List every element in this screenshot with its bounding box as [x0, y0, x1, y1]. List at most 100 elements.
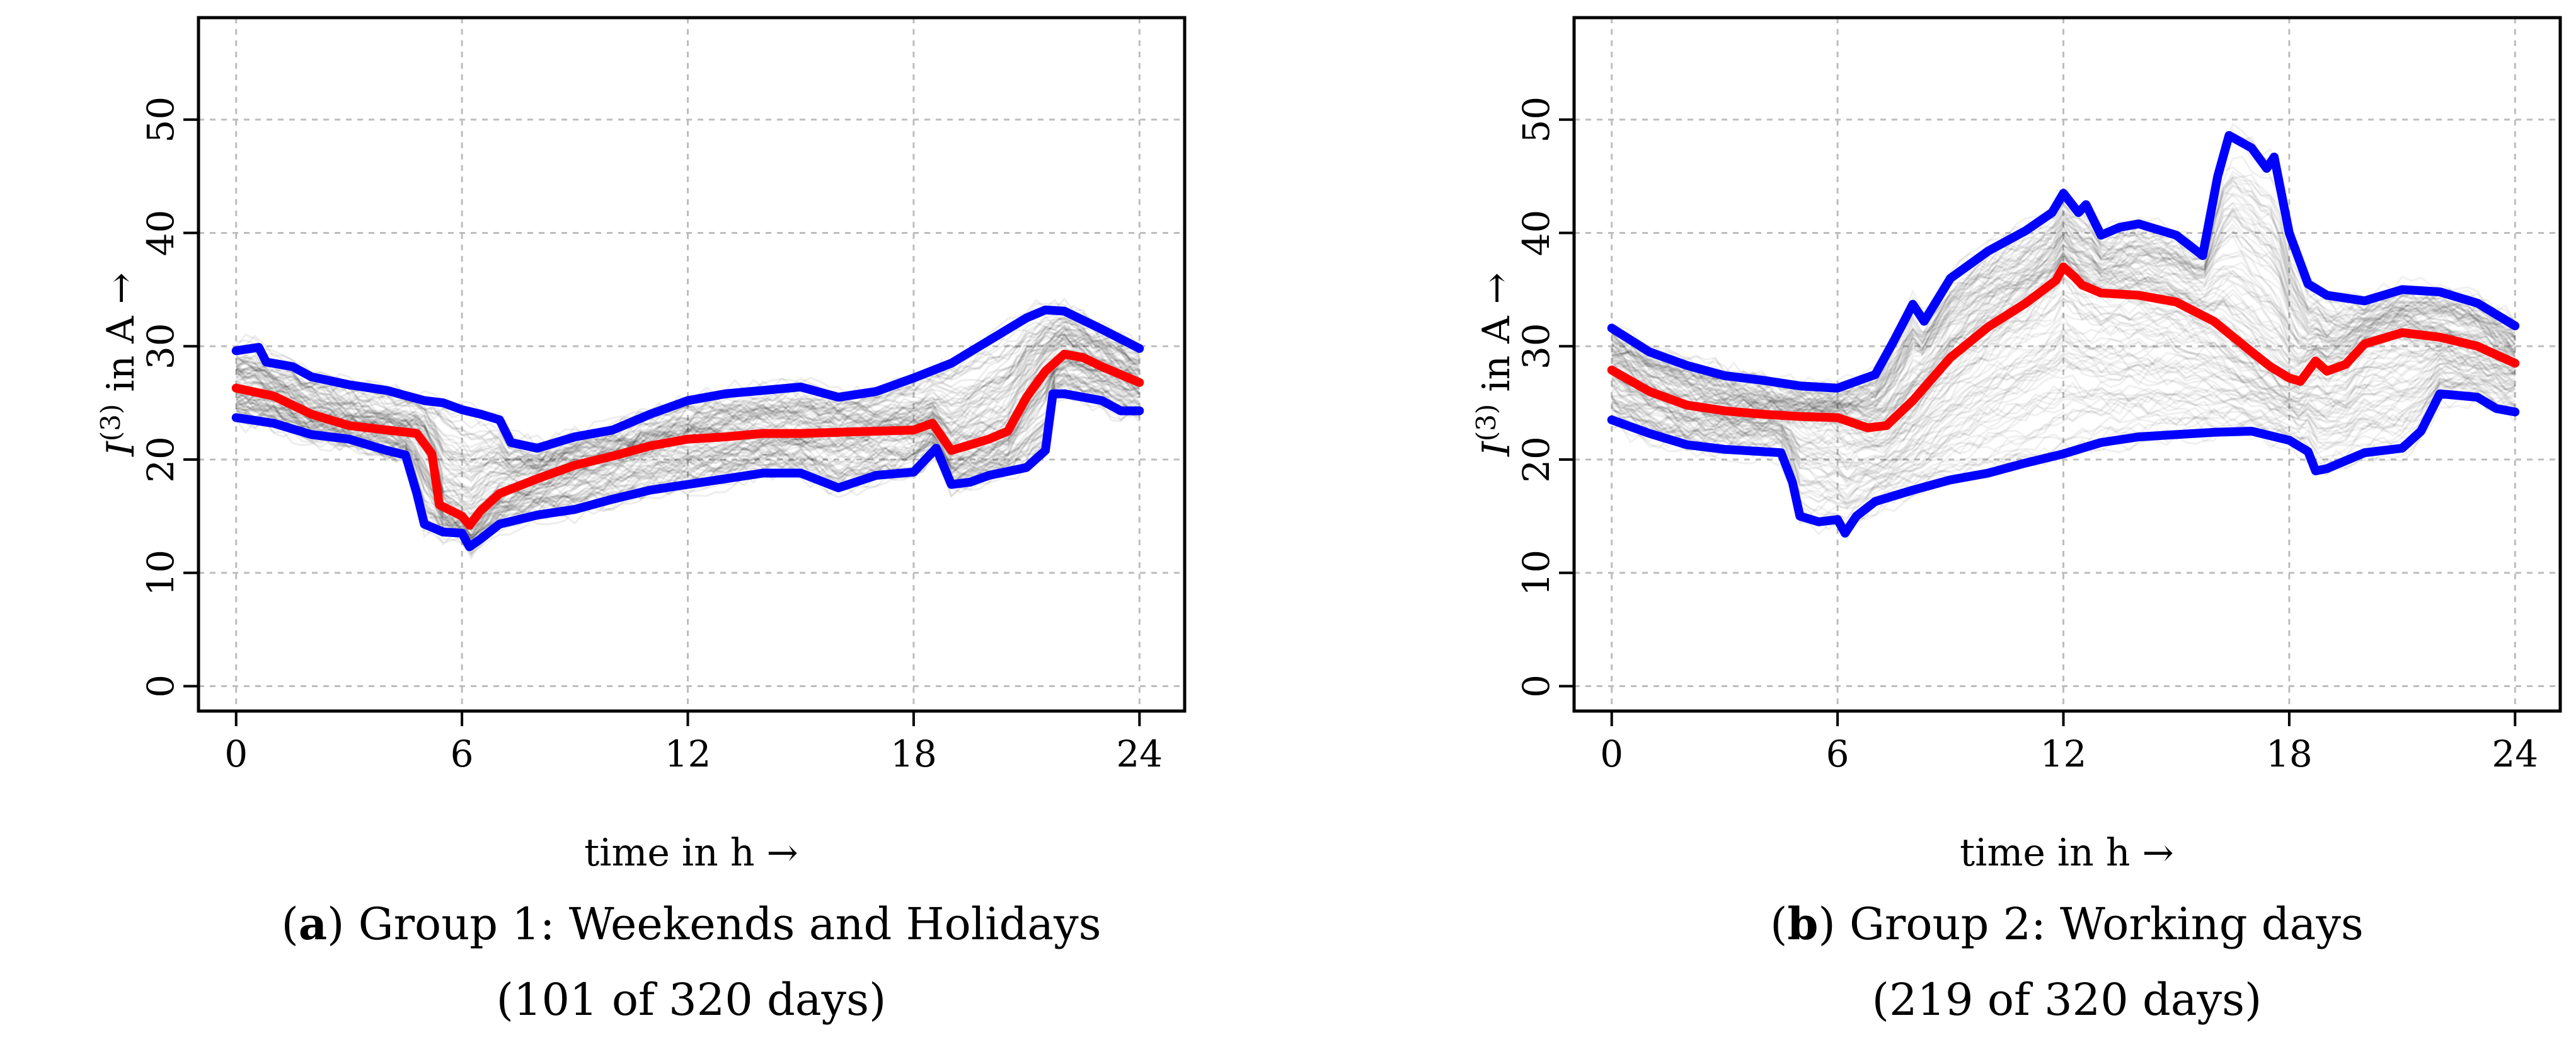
panel-b-daily-profile-8 [1611, 275, 2516, 448]
panel-b-y-tick-label-20: 20 [1515, 436, 1558, 483]
panel-a-daily-profile-68 [236, 356, 1141, 506]
panel-b-daily-profile-57 [1611, 211, 2516, 415]
panel-a-y-axis-title: I(3) in A → [95, 272, 143, 457]
panel-a-daily-profile-88 [235, 318, 1140, 456]
panel-a-daily-profile-85 [236, 333, 1141, 484]
panel-b-daily-profile-62 [1611, 178, 2516, 402]
panel-b-x-tick-label-6: 6 [1826, 732, 1849, 775]
panel-a-caption-line1: (a) Group 1: Weekends and Holidays [281, 898, 1101, 950]
panel-b-daily-profile-75 [1611, 311, 2516, 449]
panel-b-daily-profile-77 [1611, 166, 2516, 402]
panel-a-y-tick-label-20: 20 [139, 436, 182, 483]
panel-a-daily-profile-43 [236, 362, 1141, 530]
panel-b-daily-profile-119 [1611, 352, 2516, 480]
panel-a-daily-profile-62 [236, 327, 1140, 468]
panel-a-x-tick-label-18: 18 [890, 732, 937, 775]
panel-b-y-axis-title-text: I(3) in A → [1471, 272, 1519, 457]
panel-b-daily-profile-29 [1611, 355, 2516, 481]
panel-b-daily-profile-89 [1611, 383, 2516, 509]
panel-b-x-tick-label-18: 18 [2266, 732, 2313, 775]
panel-b-daily-profile-12 [1611, 248, 2516, 425]
panel-a-y-tick-label-40: 40 [139, 210, 182, 257]
panel-a-x-tick-label-0: 0 [224, 732, 248, 775]
panel-a-daily-profile-6 [235, 342, 1141, 491]
panel-b-daily-profile-22 [1611, 250, 2516, 431]
panel-a-daily-profile-75 [235, 342, 1141, 497]
panel-b-daily-profile-44 [1611, 209, 2516, 410]
panel-b-y-tick-label-40: 40 [1515, 210, 1558, 257]
panel-a-y-axis-title-text: I(3) in A → [95, 272, 143, 457]
panel-b-x-tick-label-12: 12 [2040, 732, 2087, 775]
panel-b-daily-profile-94 [1611, 328, 2516, 467]
panel-a-daily-profile-78 [235, 340, 1141, 480]
panel-b-daily-profile-2 [1611, 194, 2516, 408]
panel-b-daily-profile-9 [1611, 229, 2516, 415]
panel-b-daily-profile-117 [1611, 206, 2516, 413]
panel-b-daily-profile-85 [1611, 184, 2516, 410]
panel-a-daily-profile-29 [236, 378, 1140, 558]
panel-a-daily-profile-63 [235, 337, 1140, 474]
panel-a-daily-profile-77 [235, 359, 1140, 526]
panel-a-daily-profile-81 [235, 351, 1141, 536]
panel-a-daily-profile-65 [236, 379, 1140, 533]
panel-b-x-axis-title: time in h → [1960, 831, 2174, 875]
panel-a-series-upper [231, 305, 1144, 453]
panel-b-daily-profile-61 [1611, 335, 2516, 475]
panel-a-daily-profile-71 [236, 315, 1141, 466]
panel-b-daily-profile-21 [1611, 202, 2516, 413]
panel-b-daily-profile-78 [1611, 276, 2516, 432]
panel-a-daily-profile-15 [235, 324, 1141, 480]
panel-b-daily-profile-26 [1611, 211, 2516, 407]
panel-a-plot-frame [197, 16, 1187, 713]
panel-b-daily-profile-106 [1611, 234, 2516, 420]
panel-b-x-tick-label-24: 24 [2492, 732, 2538, 775]
panel-b-series-lower [1607, 389, 2520, 538]
panel-b-daily-profile-58 [1611, 236, 2516, 420]
panel-a: 0 6 12 18 24 0 10 20 30 40 50 I(3) in A → time in … [95, 16, 1187, 1026]
panel-a-y-tick-label-50: 50 [139, 96, 182, 143]
panel-b-daily-profile-37 [1611, 253, 2516, 432]
panel-a-daily-profile-53 [236, 383, 1141, 543]
panel-b-y-tick-label-30: 30 [1515, 323, 1558, 369]
panel-a-daily-profile-5 [235, 377, 1141, 528]
panel-b-daily-profile-27 [1611, 357, 2516, 488]
panel-b-daily-profile-55 [1611, 328, 2516, 467]
panel-b-daily-profile-52 [1611, 201, 2516, 413]
panel-b-daily-profile-25 [1611, 238, 2516, 417]
panel-b-daily-profile-65 [1611, 368, 2516, 506]
panel-b-caption-line1: (b) Group 2: Working days [1770, 898, 2364, 950]
panel-a-daily-profile-92 [236, 372, 1141, 528]
panel-a-daily-profile-2 [236, 303, 1141, 446]
panel-a-daily-profile-20 [236, 354, 1141, 512]
panel-b-daily-profile-66 [1611, 328, 2516, 465]
panel-b-daily-profile-98 [1611, 192, 2516, 403]
panel-b-daily-profile-90 [1611, 356, 2516, 491]
panel-a-y-tick-label-10: 10 [139, 550, 182, 596]
panel-b-daily-profile-108 [1611, 231, 2516, 423]
panel-b-daily-profile-32 [1611, 177, 2516, 405]
panel-b-daily-profile-76 [1611, 379, 2516, 497]
panel-b-daily-profile-105 [1611, 234, 2516, 417]
panel-a-daily-profile-60 [235, 321, 1140, 473]
panel-a-daily-profile-13 [235, 332, 1141, 491]
panel-a-grid [198, 18, 1185, 711]
panel-b-daily-profile-116 [1611, 327, 2516, 451]
panel-a-daily-profile-95 [236, 370, 1141, 541]
panel-a-daily-profile-19 [236, 314, 1140, 454]
panel-b-daily-profile-46 [1611, 376, 2516, 501]
panel-b-daily-profile-1 [1611, 352, 2516, 470]
panel-b-daily-profile-79 [1611, 223, 2516, 408]
panel-a-daily-profile-7 [235, 333, 1140, 502]
panel-b-daily-profile-47 [1611, 379, 2516, 498]
panel-b-y-tick-label-10: 10 [1515, 550, 1558, 596]
panel-b-daily-profile-104 [1611, 258, 2516, 425]
panel-a-series [231, 305, 1144, 552]
panel-b-x-tick-label-0: 0 [1600, 732, 1623, 775]
panel-a-daily-profile-8 [236, 344, 1140, 500]
panel-b-daily-profile-113 [1611, 338, 2516, 461]
panel-b-series-median [1607, 262, 2520, 432]
panel-a-daily-profile-50 [236, 352, 1140, 530]
panel-a-ticks: 0 6 12 18 24 0 10 20 30 40 50 [139, 96, 1163, 775]
panel-b-daily-profile-42 [1611, 394, 2516, 519]
panel-b-series [1607, 130, 2520, 538]
